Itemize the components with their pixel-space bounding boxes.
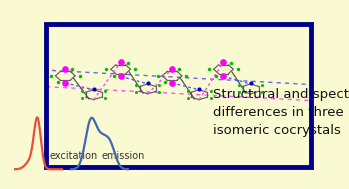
Text: emission: emission — [102, 151, 145, 161]
Text: Structural and spectral
differences in three
isomeric cocrystals: Structural and spectral differences in t… — [213, 88, 349, 137]
Text: excitation: excitation — [49, 151, 97, 161]
